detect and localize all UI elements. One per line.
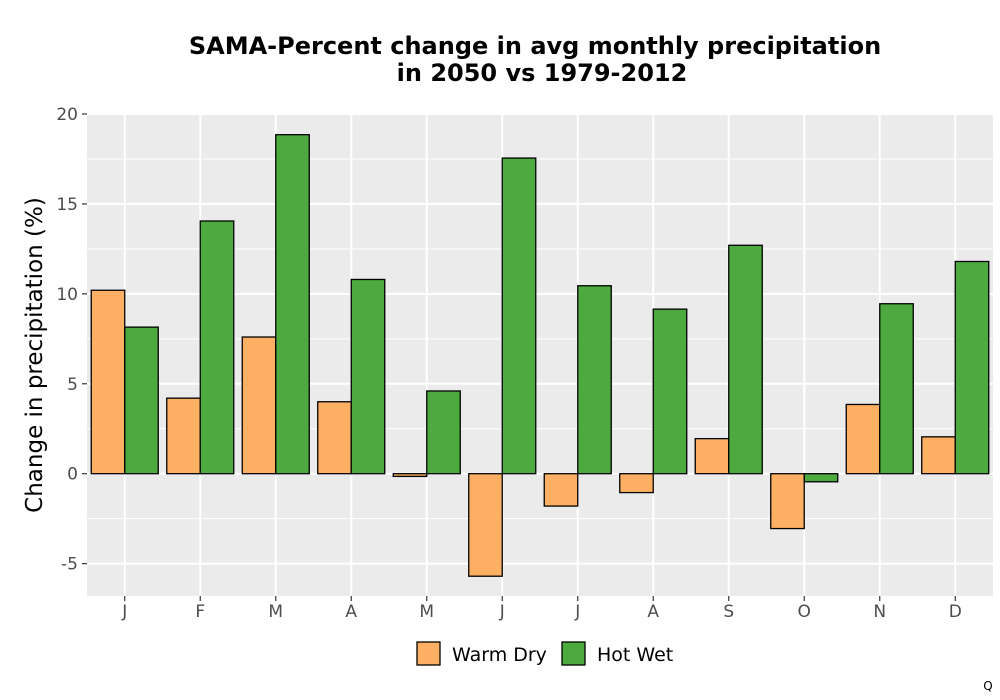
x-tick-label: J [121, 602, 127, 622]
bar-hot-wet [199, 220, 235, 475]
corner-mark: Q [983, 679, 992, 693]
bar-hot-wet [803, 473, 839, 483]
bar-warm-dry [90, 289, 126, 475]
x-tick-label: J [499, 602, 505, 622]
bar-hot-wet [879, 303, 914, 475]
y-tick-label: 5 [67, 375, 78, 395]
bar-warm-dry [317, 401, 352, 475]
x-tick-label: A [345, 602, 357, 622]
bar-hot-wet [577, 285, 612, 475]
axis-ticks: -5 0 5 10 15 20 J F M A M J J A S O N D [56, 105, 961, 622]
legend-swatch-hot-wet [561, 641, 586, 666]
bar-warm-dry [392, 473, 428, 478]
x-tick-label: D [949, 602, 962, 622]
bar-hot-wet [275, 134, 310, 475]
bar-hot-wet [124, 326, 159, 475]
chart-title-line-2: in 2050 vs 1979-2012 [397, 59, 688, 87]
y-tick-label: 15 [56, 195, 78, 215]
x-tick-label: F [195, 602, 205, 622]
bar-hot-wet [350, 278, 386, 475]
bar-warm-dry [166, 397, 201, 475]
y-tick-label: -5 [61, 555, 78, 575]
bar-warm-dry [694, 437, 730, 475]
legend-label-warm-dry: Warm Dry [452, 644, 547, 666]
x-tick-label: A [647, 602, 659, 622]
x-tick-label: M [268, 602, 283, 622]
bar-warm-dry [468, 473, 503, 577]
legend-label-hot-wet: Hot Wet [597, 644, 673, 666]
legend-swatch-warm-dry [416, 641, 441, 666]
bar-hot-wet [652, 308, 688, 475]
chart-title: SAMA-Percent change in avg monthly preci… [189, 32, 881, 87]
x-tick-label: O [798, 602, 811, 622]
bars [90, 134, 990, 577]
x-tick-label: M [419, 602, 434, 622]
y-tick-label: 0 [67, 465, 78, 485]
bar-hot-wet [954, 260, 990, 475]
plot-panel [87, 114, 993, 596]
bar-warm-dry [619, 473, 654, 494]
bar-warm-dry [543, 473, 579, 507]
y-tick-label: 20 [56, 105, 78, 125]
bar-warm-dry [770, 473, 805, 530]
bar-warm-dry [921, 436, 956, 475]
legend: Warm Dry Hot Wet [416, 641, 673, 666]
bar-warm-dry [845, 403, 881, 475]
bar-warm-dry [241, 336, 277, 475]
y-axis-title: Change in precipitation (%) [22, 197, 48, 513]
x-tick-label: S [723, 602, 734, 622]
x-tick-label: J [574, 602, 580, 622]
bar-hot-wet [426, 390, 461, 475]
bar-hot-wet [728, 244, 763, 475]
y-tick-label: 10 [56, 285, 78, 305]
chart-title-line-1: SAMA-Percent change in avg monthly preci… [189, 32, 881, 60]
bar-hot-wet [501, 157, 537, 475]
x-tick-label: N [873, 602, 886, 622]
